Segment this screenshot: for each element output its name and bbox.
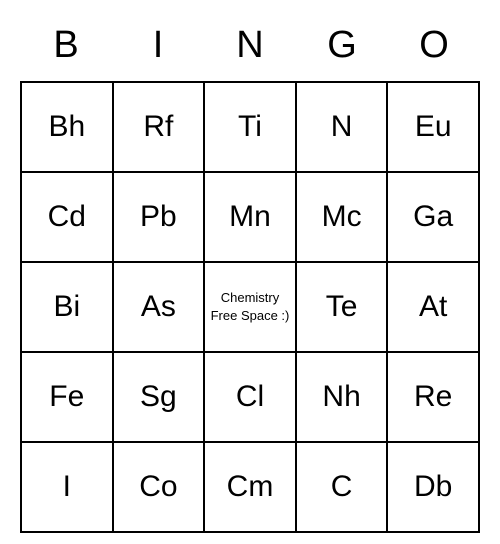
bingo-cell[interactable]: Db bbox=[387, 442, 479, 532]
header-g: G bbox=[296, 12, 388, 81]
header-n: N bbox=[204, 12, 296, 81]
bingo-cell[interactable]: Cm bbox=[204, 442, 296, 532]
header-i: I bbox=[112, 12, 204, 81]
bingo-cell[interactable]: Cl bbox=[204, 352, 296, 442]
bingo-cell[interactable]: N bbox=[296, 82, 388, 172]
bingo-cell[interactable]: Re bbox=[387, 352, 479, 442]
bingo-cell[interactable]: At bbox=[387, 262, 479, 352]
bingo-cell[interactable]: Fe bbox=[21, 352, 113, 442]
bingo-cell[interactable]: Rf bbox=[113, 82, 205, 172]
bingo-cell[interactable]: Te bbox=[296, 262, 388, 352]
bingo-grid: Bh Rf Ti N Eu Cd Pb Mn Mc Ga Bi As Chemi… bbox=[20, 81, 480, 533]
bingo-cell[interactable]: C bbox=[296, 442, 388, 532]
bingo-cell[interactable]: Cd bbox=[21, 172, 113, 262]
bingo-cell[interactable]: Bh bbox=[21, 82, 113, 172]
bingo-card: B I N G O Bh Rf Ti N Eu Cd Pb Mn Mc Ga B… bbox=[20, 12, 480, 533]
bingo-cell[interactable]: Mc bbox=[296, 172, 388, 262]
bingo-cell[interactable]: I bbox=[21, 442, 113, 532]
bingo-cell[interactable]: Bi bbox=[21, 262, 113, 352]
header-o: O bbox=[388, 12, 480, 81]
bingo-header-row: B I N G O bbox=[20, 12, 480, 81]
bingo-cell[interactable]: Ga bbox=[387, 172, 479, 262]
bingo-free-space[interactable]: Chemistry Free Space :) bbox=[204, 262, 296, 352]
bingo-cell[interactable]: As bbox=[113, 262, 205, 352]
bingo-cell[interactable]: Co bbox=[113, 442, 205, 532]
bingo-cell[interactable]: Eu bbox=[387, 82, 479, 172]
bingo-cell[interactable]: Pb bbox=[113, 172, 205, 262]
header-b: B bbox=[20, 12, 112, 81]
bingo-cell[interactable]: Nh bbox=[296, 352, 388, 442]
bingo-cell[interactable]: Ti bbox=[204, 82, 296, 172]
bingo-cell[interactable]: Mn bbox=[204, 172, 296, 262]
bingo-cell[interactable]: Sg bbox=[113, 352, 205, 442]
